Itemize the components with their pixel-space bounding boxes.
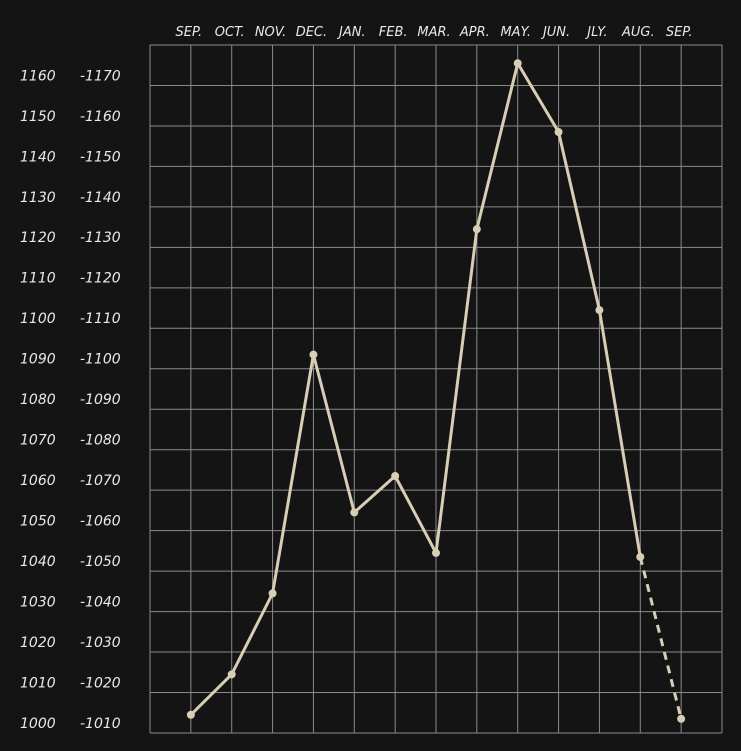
y-tick-label-left: 1020 bbox=[20, 635, 56, 651]
y-tick-label-left: 1100 bbox=[20, 311, 56, 327]
data-point bbox=[350, 508, 359, 517]
y-tick-label-right: -1090 bbox=[80, 392, 121, 408]
y-tick-label-left: 1150 bbox=[20, 109, 56, 125]
x-tick-label: DEC. bbox=[296, 25, 327, 40]
data-point bbox=[227, 670, 236, 679]
y-tick-label-right: -1120 bbox=[80, 271, 121, 287]
x-tick-label: MAY. bbox=[500, 25, 531, 40]
data-point bbox=[432, 548, 440, 557]
x-axis-month-labels: SEP. OCT. NOV. DEC. JAN. FEB. MAR. APR. MAY. JUN.… bbox=[176, 25, 693, 40]
data-series bbox=[186, 59, 686, 723]
y-tick-label-right: -1050 bbox=[80, 554, 121, 570]
y-tick-label-left: 1140 bbox=[20, 149, 56, 165]
y-tick-label-left: 1110 bbox=[20, 271, 56, 287]
y-tick-label-left: 1030 bbox=[20, 594, 56, 610]
y-tick-label-right: -1060 bbox=[80, 514, 121, 530]
y-tick-label-right: -1110 bbox=[80, 311, 121, 327]
y-tick-label-left: 1010 bbox=[20, 675, 56, 691]
y-tick-label-right: -1070 bbox=[80, 473, 121, 489]
x-tick-label: OCT. bbox=[215, 25, 245, 40]
x-tick-label: JLY. bbox=[584, 25, 607, 40]
y-tick-label-left: 1070 bbox=[20, 433, 56, 449]
series-line-dashed bbox=[638, 556, 683, 720]
x-tick-label: FEB. bbox=[379, 25, 408, 40]
y-tick-label-left: 1130 bbox=[20, 190, 56, 206]
data-point bbox=[391, 472, 400, 481]
data-point bbox=[309, 350, 318, 359]
y-axis-right-labels: -1170 -1160 -1150 -1140 -1130 -1120 -1110 -1100… bbox=[80, 68, 121, 732]
data-point bbox=[513, 59, 522, 68]
chart-grid bbox=[149, 44, 723, 734]
data-point bbox=[186, 710, 195, 719]
data-point bbox=[268, 589, 277, 598]
x-tick-label: APR. bbox=[459, 25, 490, 40]
y-tick-label-left: 1060 bbox=[20, 473, 56, 489]
y-axis-left-labels: 1160 1150 1140 1130 1120 1110 1100 1090 1080 1070… bbox=[20, 68, 56, 732]
data-point bbox=[636, 552, 645, 561]
y-tick-label-right: -1020 bbox=[80, 675, 121, 691]
y-tick-label-left: 1160 bbox=[20, 68, 56, 84]
y-tick-label-right: -1040 bbox=[80, 594, 121, 610]
y-tick-label-left: 1040 bbox=[20, 554, 56, 570]
data-point bbox=[472, 225, 481, 234]
data-point bbox=[677, 714, 686, 723]
x-tick-label: JAN. bbox=[336, 25, 366, 40]
y-tick-label-left: 1080 bbox=[20, 392, 56, 408]
y-tick-label-left: 1000 bbox=[20, 716, 56, 732]
y-tick-label-right: -1080 bbox=[80, 433, 121, 449]
x-tick-label: MAR. bbox=[417, 25, 450, 40]
y-tick-label-right: -1170 bbox=[80, 68, 121, 84]
x-tick-label: SEP. bbox=[666, 25, 693, 40]
y-tick-label-left: 1050 bbox=[20, 514, 56, 530]
y-tick-label-left: 1120 bbox=[20, 230, 56, 246]
y-tick-label-right: -1150 bbox=[80, 149, 121, 165]
data-point bbox=[595, 306, 604, 315]
y-tick-label-right: -1160 bbox=[80, 109, 121, 125]
data-point bbox=[554, 128, 563, 137]
series-line bbox=[189, 61, 642, 717]
y-tick-label-left: 1090 bbox=[20, 352, 56, 368]
y-tick-label-right: -1030 bbox=[80, 635, 121, 651]
y-tick-label-right: -1130 bbox=[80, 230, 121, 246]
x-tick-label: NOV. bbox=[255, 25, 287, 40]
y-tick-label-right: -1010 bbox=[80, 716, 121, 732]
y-tick-label-right: -1100 bbox=[80, 352, 121, 368]
y-tick-label-right: -1140 bbox=[80, 190, 121, 206]
x-tick-label: SEP. bbox=[176, 25, 203, 40]
x-tick-label: JUN. bbox=[540, 25, 570, 40]
x-tick-label: AUG. bbox=[621, 25, 655, 40]
